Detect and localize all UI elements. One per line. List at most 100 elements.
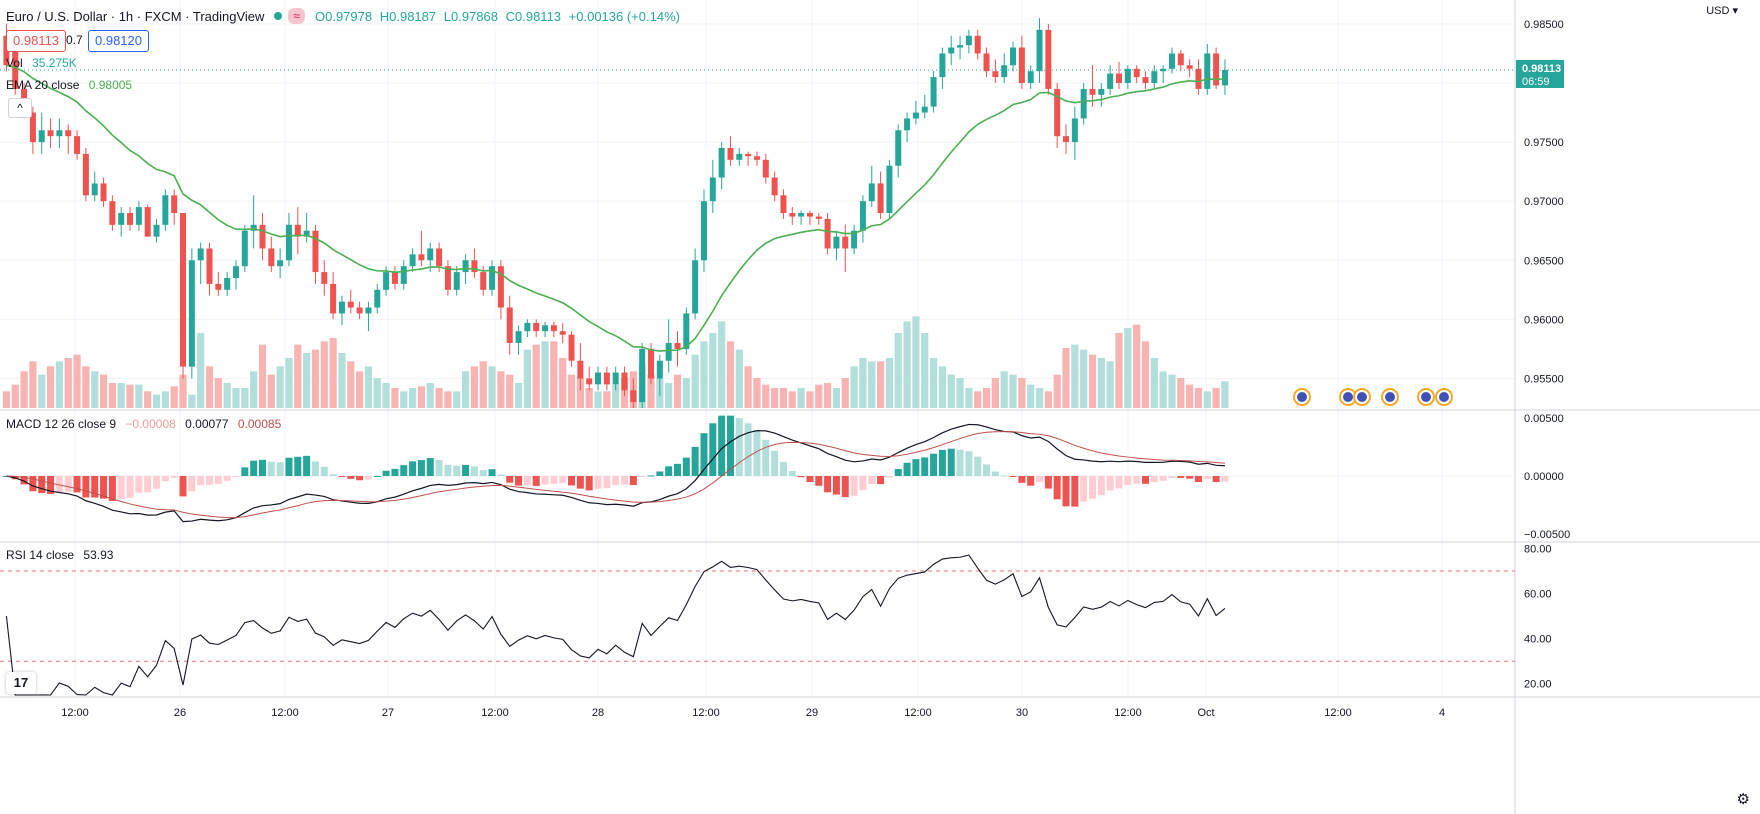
symbol-title[interactable]: Euro / U.S. Dollar · 1h · FXCM · Trading… — [6, 8, 265, 24]
candle-body — [603, 372, 610, 385]
rsi-legend[interactable]: RSI 14 close 53.93 — [6, 548, 113, 562]
countdown-label: 06:59 — [1522, 76, 1550, 88]
candle-body — [418, 254, 425, 261]
macd-histogram-bar — [426, 458, 434, 476]
candle-body — [762, 159, 769, 178]
volume-bar — [541, 341, 549, 408]
macd-signal-value: 0.00085 — [237, 417, 282, 431]
event-flag-inner — [1343, 392, 1353, 402]
candle-body — [1054, 88, 1061, 137]
candle-body — [330, 283, 337, 314]
candle-body — [215, 283, 222, 290]
macd-histogram-bar — [771, 450, 779, 476]
macd-histogram-bar — [1009, 476, 1017, 477]
macd-histogram-bar — [947, 448, 955, 476]
volume-bar — [1177, 378, 1185, 408]
event-flag-inner — [1297, 392, 1307, 402]
volume-bar — [461, 371, 470, 408]
market-status[interactable]: ≈ — [274, 8, 305, 24]
macd-histogram-bar — [532, 476, 540, 486]
market-open-icon — [274, 12, 283, 20]
candle-body — [692, 260, 699, 314]
macd-histogram-bar — [135, 476, 143, 493]
gear-icon[interactable]: ⚙ — [1736, 791, 1750, 808]
economic-events[interactable] — [1293, 388, 1453, 406]
volume-bar — [744, 366, 752, 408]
candle-body — [648, 348, 655, 379]
candle-body — [904, 118, 911, 131]
macd-histogram-bar — [1124, 476, 1132, 485]
volume-bar — [1071, 344, 1079, 408]
macd-histogram-bar — [691, 446, 699, 476]
rsi-line — [5, 554, 1226, 696]
macd-histogram-bar — [55, 476, 63, 493]
macd-histogram-bar — [629, 476, 637, 486]
volume-bar — [903, 321, 911, 408]
macd-histogram-bar — [126, 476, 134, 498]
volume-bar — [1150, 358, 1158, 408]
macd-histogram-bar — [1221, 476, 1229, 482]
macd-histogram-bar — [841, 476, 849, 498]
volume-bar — [232, 388, 240, 408]
candle-body — [709, 177, 716, 202]
volume-bar — [1168, 374, 1176, 408]
candle-body — [965, 35, 972, 46]
macd-histogram-bar — [921, 457, 929, 476]
candle-body — [718, 148, 725, 178]
macd-histogram-bar — [250, 460, 258, 476]
volume-bar — [1221, 381, 1229, 408]
volume-bar — [1097, 358, 1105, 408]
macd-histogram-bar — [470, 466, 478, 476]
macd-histogram-bar — [1203, 476, 1211, 480]
volume-bar — [779, 388, 788, 408]
rsi-tick-label: 60.00 — [1524, 589, 1552, 601]
volume-bar — [1212, 388, 1220, 408]
price-axis[interactable]: 0.985000.980000.975000.970000.965000.960… — [1516, 19, 1570, 691]
macd-histogram-bar — [303, 455, 311, 476]
volume-legend[interactable]: Vol 35.275K — [6, 56, 77, 70]
currency-selector[interactable]: USD ▾ — [1706, 5, 1738, 17]
time-axis[interactable]: 12:00 26 12:00 27 12:00 28 12:00 29 12:00 30 12:00… — [61, 707, 1445, 719]
collapse-indicators-button[interactable]: ^ — [8, 98, 32, 118]
candle-body — [992, 71, 999, 78]
event-flag-inner — [1385, 392, 1395, 402]
candle-body — [886, 165, 893, 213]
price-tick-label: 0.96500 — [1524, 255, 1564, 267]
macd-legend[interactable]: MACD 12 26 close 9 −0.00008 0.00077 0.00… — [6, 417, 281, 431]
macd-histogram-bar — [73, 476, 81, 493]
candle-body — [789, 213, 796, 217]
macd-histogram-bar — [170, 476, 178, 478]
candle-body — [74, 136, 81, 154]
volume-bar — [373, 378, 381, 408]
time-tick-label: 12:00 — [1324, 707, 1352, 719]
macd-histogram-bar — [859, 476, 867, 491]
time-tick-label: 12:00 — [692, 707, 720, 719]
candle-body — [383, 272, 390, 290]
ema-legend[interactable]: EMA 20 close 0.98005 — [6, 78, 132, 92]
volume-bar — [338, 353, 346, 408]
candle-body — [1098, 88, 1105, 95]
macd-histogram-bar — [20, 476, 28, 485]
macd-histogram-bar — [682, 457, 690, 476]
candle-body — [939, 53, 946, 78]
volume-bar — [46, 366, 55, 408]
candle-body — [1107, 73, 1114, 89]
sell-button[interactable]: 0.98113 — [6, 30, 67, 52]
macd-histogram-bar — [462, 464, 470, 476]
symbol-header: Euro / U.S. Dollar · 1h · FXCM · Trading… — [6, 8, 684, 24]
candle-body — [568, 334, 575, 361]
macd-histogram-bar — [762, 439, 770, 476]
candle-body — [700, 201, 707, 261]
tradingview-logo[interactable]: 17 — [6, 672, 36, 694]
ema-value: 0.98005 — [88, 78, 133, 92]
buy-button[interactable]: 0.98120 — [88, 30, 149, 52]
macd-histogram-bar — [735, 418, 743, 476]
volume-bar — [152, 394, 161, 408]
macd-histogram-bar — [991, 471, 999, 476]
low-value: L0.97868 — [443, 8, 498, 24]
macd-histogram-bar — [338, 476, 346, 477]
macd-histogram-bar — [188, 476, 196, 492]
macd-histogram-bar — [197, 476, 205, 486]
candle-body — [595, 372, 602, 385]
